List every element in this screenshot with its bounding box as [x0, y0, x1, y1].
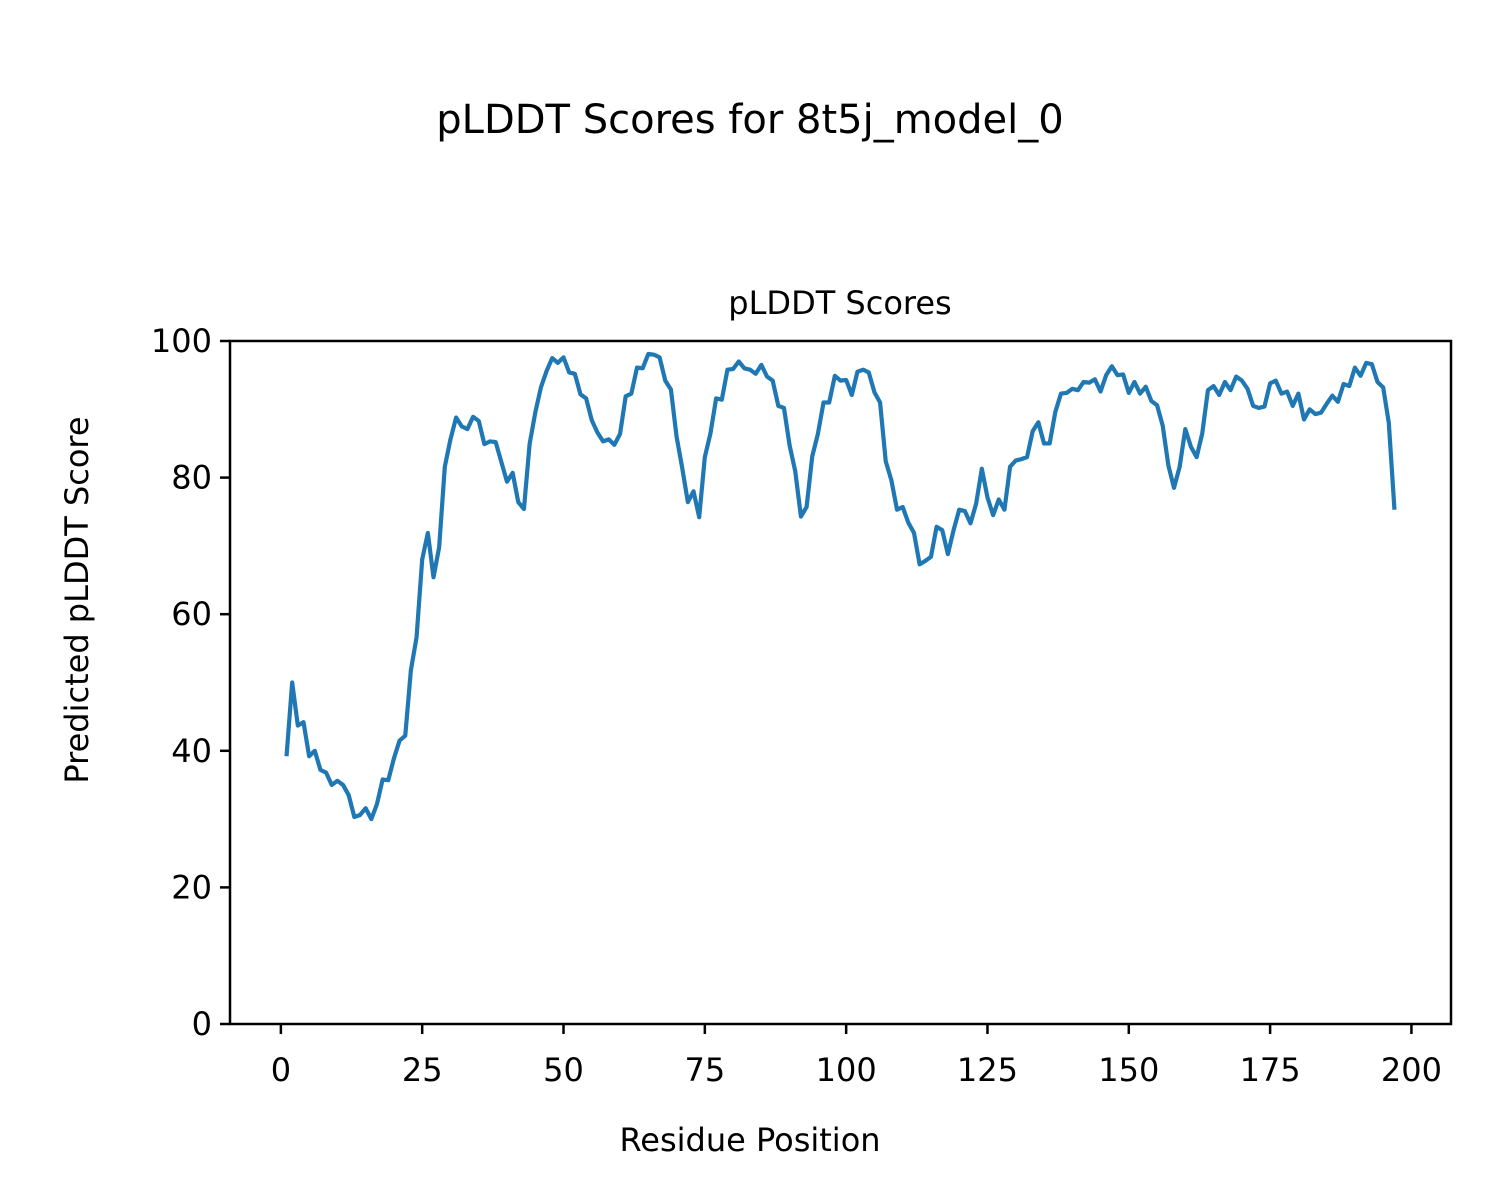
- y-tick-label: 0: [192, 1005, 212, 1043]
- x-tick-label: 0: [271, 1051, 291, 1089]
- y-tick-label: 60: [171, 595, 212, 633]
- axes-title: pLDDT Scores: [728, 284, 951, 322]
- x-tick-label: 25: [402, 1051, 443, 1089]
- x-tick-label: 100: [816, 1051, 877, 1089]
- plddt-series-line: [284, 351, 1397, 822]
- plot-frame: [228, 339, 1453, 1026]
- x-tick-label: 50: [543, 1051, 584, 1089]
- x-axis-label: Residue Position: [619, 1121, 880, 1159]
- x-tick-label: 75: [684, 1051, 725, 1089]
- x-tick-label: 150: [1098, 1051, 1159, 1089]
- x-axis-ticks: 0 25 50 75 100 125 150 175 200: [271, 1024, 1442, 1089]
- x-tick-label: 200: [1381, 1051, 1442, 1089]
- y-tick-label: 100: [151, 322, 212, 360]
- x-tick-label: 125: [957, 1051, 1018, 1089]
- y-tick-label: 40: [171, 732, 212, 770]
- y-axis-label: Predicted pLDDT Score: [58, 416, 96, 783]
- y-axis-ticks: 0 20 40 60 80 100: [151, 322, 230, 1043]
- y-tick-label: 80: [171, 459, 212, 497]
- y-tick-label: 20: [171, 868, 212, 906]
- x-tick-label: 175: [1240, 1051, 1301, 1089]
- figure-title: pLDDT Scores for 8t5j_model_0: [436, 97, 1063, 143]
